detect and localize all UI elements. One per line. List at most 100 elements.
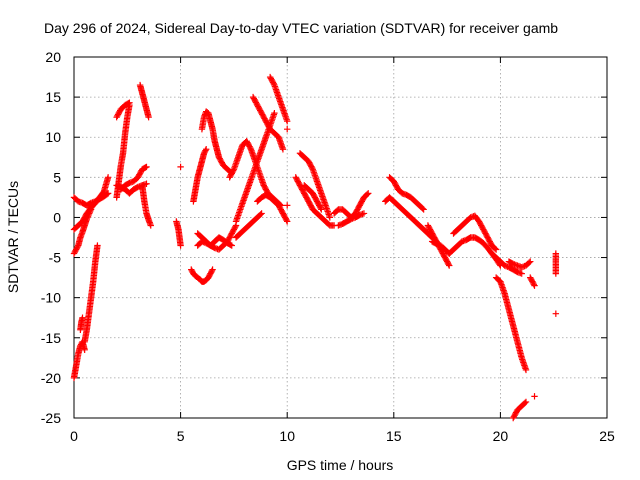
data-point [308,164,316,172]
series-arc-08 [113,99,133,121]
data-point [84,214,91,221]
series-arc-11 [136,81,152,121]
series-arc-22 [232,109,278,225]
data-point [143,180,150,187]
data-point [491,245,499,252]
data-point [202,147,209,154]
data-point [228,242,235,249]
data-point [445,261,452,268]
series-arc-05 [81,242,101,345]
data-point [177,163,184,171]
data-point [208,267,216,275]
y-tick-label: -10 [41,290,61,306]
series-arc-32 [386,174,427,213]
data-point [79,314,86,321]
data-point [258,210,265,217]
series-arc-06 [77,314,86,333]
data-point [83,215,90,223]
data-point [177,242,184,249]
series-arc-20 [232,210,265,241]
series-arc-27 [296,150,334,221]
data-point [87,206,95,213]
series-arc-12 [139,182,154,229]
data-point [318,206,325,213]
series-arc-13 [173,218,184,249]
data-point [492,246,500,253]
x-axis-label: GPS time / hours [287,457,394,473]
y-tick-label: 0 [53,209,61,225]
data-point [531,282,538,289]
y-tick-label: 5 [53,169,61,185]
data-point [85,211,92,219]
data-point [518,270,525,277]
x-tick-label: 5 [177,428,185,444]
data-point [229,167,237,174]
data-point [284,117,291,125]
series-arc-26 [284,126,291,209]
data-point [284,126,291,133]
series-arc-14 [177,163,184,171]
x-tick-label: 10 [279,428,295,444]
series-arc-19 [194,234,235,249]
data-point [326,214,334,221]
series-arc-30 [330,190,372,221]
data-point [283,216,290,224]
series-arc-39 [492,274,530,374]
data-point [125,100,132,107]
data-point [365,190,372,197]
data-point [232,223,239,231]
series-arc-38 [488,250,525,277]
data-point [147,222,154,229]
series-arc-29 [301,182,325,213]
series-arc-41 [527,274,538,289]
series-arc-25 [254,191,291,225]
data-point [86,210,93,217]
series-arc-43 [531,393,538,400]
data-point [94,242,101,249]
y-tick-label: 15 [45,89,61,105]
data-point [87,207,94,214]
data-point [143,163,150,171]
series-arc-03 [70,206,95,257]
data-point [257,211,264,218]
data-point [145,113,152,121]
x-tick-label: 0 [70,428,78,444]
data-point [552,310,560,317]
chart-title: Day 296 of 2024, Sidereal Day-to-day VTE… [44,20,558,36]
data-point [284,218,291,225]
data-point [420,206,427,213]
data-point [522,366,530,374]
data-point [284,202,291,209]
tick-layer: 0 5 10 15 20 25 -25 -20 -15 -10 -5 0 5 10 15 20 [41,49,615,444]
data-point [271,109,278,117]
data-point [363,191,371,198]
data-point [227,241,234,249]
data-point [525,259,533,266]
series-arc-31 [335,210,368,229]
series-arc-33 [382,194,440,245]
data-point [86,208,94,216]
data-point [270,80,277,87]
data-point [531,393,538,400]
data-point [104,174,112,181]
data-point [446,262,453,269]
series-arc-36 [450,212,500,253]
y-tick-label: -15 [41,330,61,346]
data-point [521,399,529,407]
series-arc-04 [70,338,88,382]
series-arc-23 [249,93,287,153]
series-arc-16 [190,146,210,205]
data-point [126,99,133,106]
series-arc-40 [505,258,534,271]
series-arc-17 [198,108,235,177]
y-tick-label: -20 [41,370,61,386]
plot-frame [73,56,608,419]
data-point [522,398,530,406]
series-arc-44 [552,250,560,317]
y-tick-label: 10 [45,129,61,145]
data-point [317,204,324,212]
data-point [202,146,210,153]
series-arc-24 [266,73,291,125]
x-tick-label: 15 [386,428,402,444]
